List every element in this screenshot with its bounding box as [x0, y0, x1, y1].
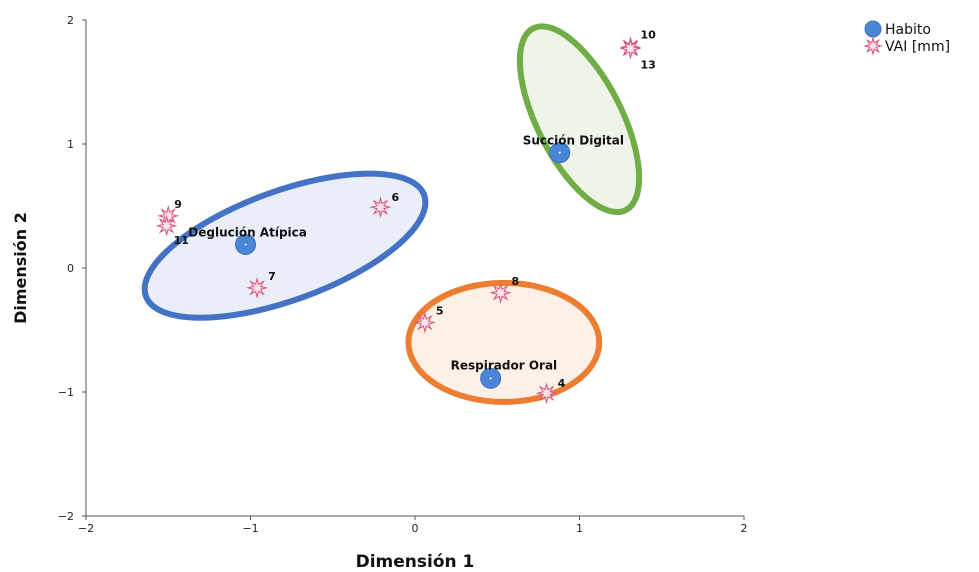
x-axis-title: Dimensión 1	[356, 552, 475, 572]
vai-point-label: 13	[640, 59, 655, 72]
vai-point-label: 9	[174, 198, 182, 211]
y-axis-title: Dimensión 2	[11, 212, 30, 324]
habito-point-label: Deglución Atípica	[188, 225, 307, 239]
x-tick-label: 0	[412, 522, 419, 535]
habito-point-label: Respirador Oral	[451, 358, 558, 372]
group-ellipse-1	[516, 23, 643, 216]
vai-point-label: 4	[558, 377, 566, 390]
vai-point	[155, 214, 178, 237]
vai-point-label: 7	[268, 270, 276, 283]
legend-label: VAI [mm]	[885, 39, 950, 55]
vai-point-label: 10	[640, 28, 656, 41]
vai-point	[413, 311, 436, 334]
habito-point-center	[489, 377, 492, 380]
vai-point	[619, 37, 642, 60]
y-tick-label: −2	[58, 510, 74, 523]
x-tick-label: −2	[78, 522, 94, 535]
x-tick-label: 2	[741, 522, 748, 535]
x-tick-label: −1	[242, 522, 258, 535]
y-tick-label: 2	[67, 14, 74, 27]
habito-point-label: Succión Digital	[523, 134, 624, 148]
habito-point-center	[244, 243, 247, 246]
tick-labels: −2 −1 0 1 2 −2 −1 0 1 2	[58, 14, 748, 535]
group-ellipses	[141, 23, 643, 405]
vai-point	[246, 276, 269, 299]
vai-point-label: 5	[436, 305, 444, 318]
group-ellipse-0	[141, 170, 429, 321]
habito-point-center	[558, 151, 561, 154]
legend-star-icon	[863, 36, 883, 56]
legend-circle-icon	[864, 20, 882, 38]
vai-point-label: 11	[174, 234, 189, 247]
vai-point	[535, 382, 558, 405]
vai-point	[489, 281, 512, 304]
y-tick-label: 0	[67, 262, 74, 275]
group-ellipse-2	[405, 279, 603, 405]
y-tick-label: −1	[58, 386, 74, 399]
vai-point	[369, 196, 392, 219]
point-labels: Deglución Atípica Succión Digital Respirad…	[174, 28, 657, 390]
data-points	[155, 36, 642, 405]
legend-label: Habito	[885, 22, 931, 38]
vai-point-label: 8	[512, 275, 520, 288]
x-tick-label: 1	[576, 522, 583, 535]
y-tick-label: 1	[67, 138, 74, 151]
vai-point-label: 6	[391, 191, 399, 204]
